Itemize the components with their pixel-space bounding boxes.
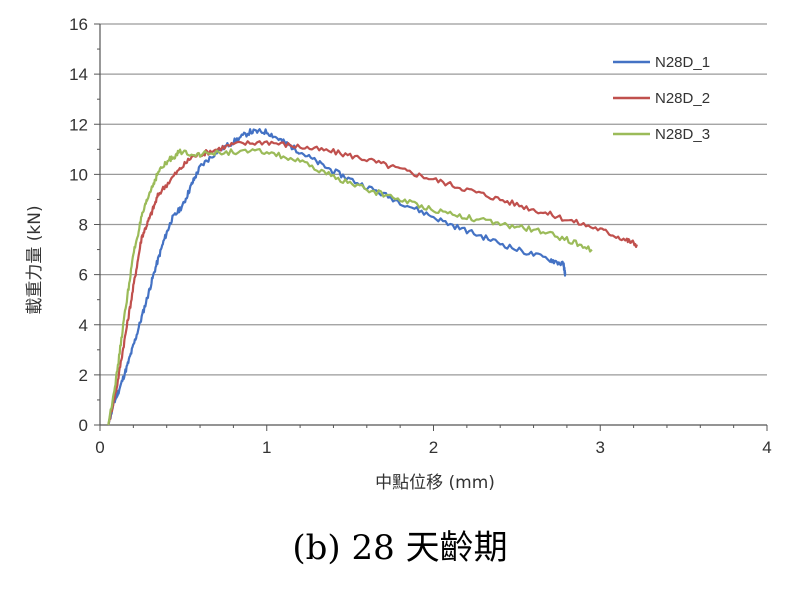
x-tick-label: 3 [596,438,605,457]
figure-caption: (b) 28 天齡期 [292,528,508,568]
legend-label: N28D_2 [655,90,710,107]
y-tick-label: 10 [69,165,88,184]
legend: N28D_1 N28D_2 N28D_3 [613,54,710,143]
legend-label: N28D_1 [655,54,710,71]
x-tick-label: 2 [429,438,438,457]
y-tick-label: 0 [79,416,88,435]
gridlines [100,23,767,376]
y-axis-label: 載重力量 (kN) [25,205,45,314]
y-tick-label: 16 [69,15,88,34]
series-lines [107,128,638,426]
axes [94,23,768,431]
x-tick-label: 4 [762,438,771,457]
x-tick-label: 0 [95,438,104,457]
y-tick-labels: 0 2 4 6 8 10 12 14 16 [69,15,88,435]
y-tick-label: 2 [79,366,88,385]
series-line-n28d-3 [107,148,593,426]
y-tick-label: 12 [69,115,88,134]
x-axis-label: 中點位移 (mm) [375,473,495,493]
series-line-n28d-2 [107,140,638,426]
series-line-n28d-1 [107,128,567,426]
y-tick-label: 8 [79,216,88,235]
y-tick-label: 4 [79,316,88,335]
y-tick-label: 6 [79,266,88,285]
y-tick-label: 14 [69,65,88,84]
legend-label: N28D_3 [655,126,710,143]
x-tick-label: 1 [262,438,271,457]
x-tick-labels: 0 1 2 3 4 [95,438,771,457]
